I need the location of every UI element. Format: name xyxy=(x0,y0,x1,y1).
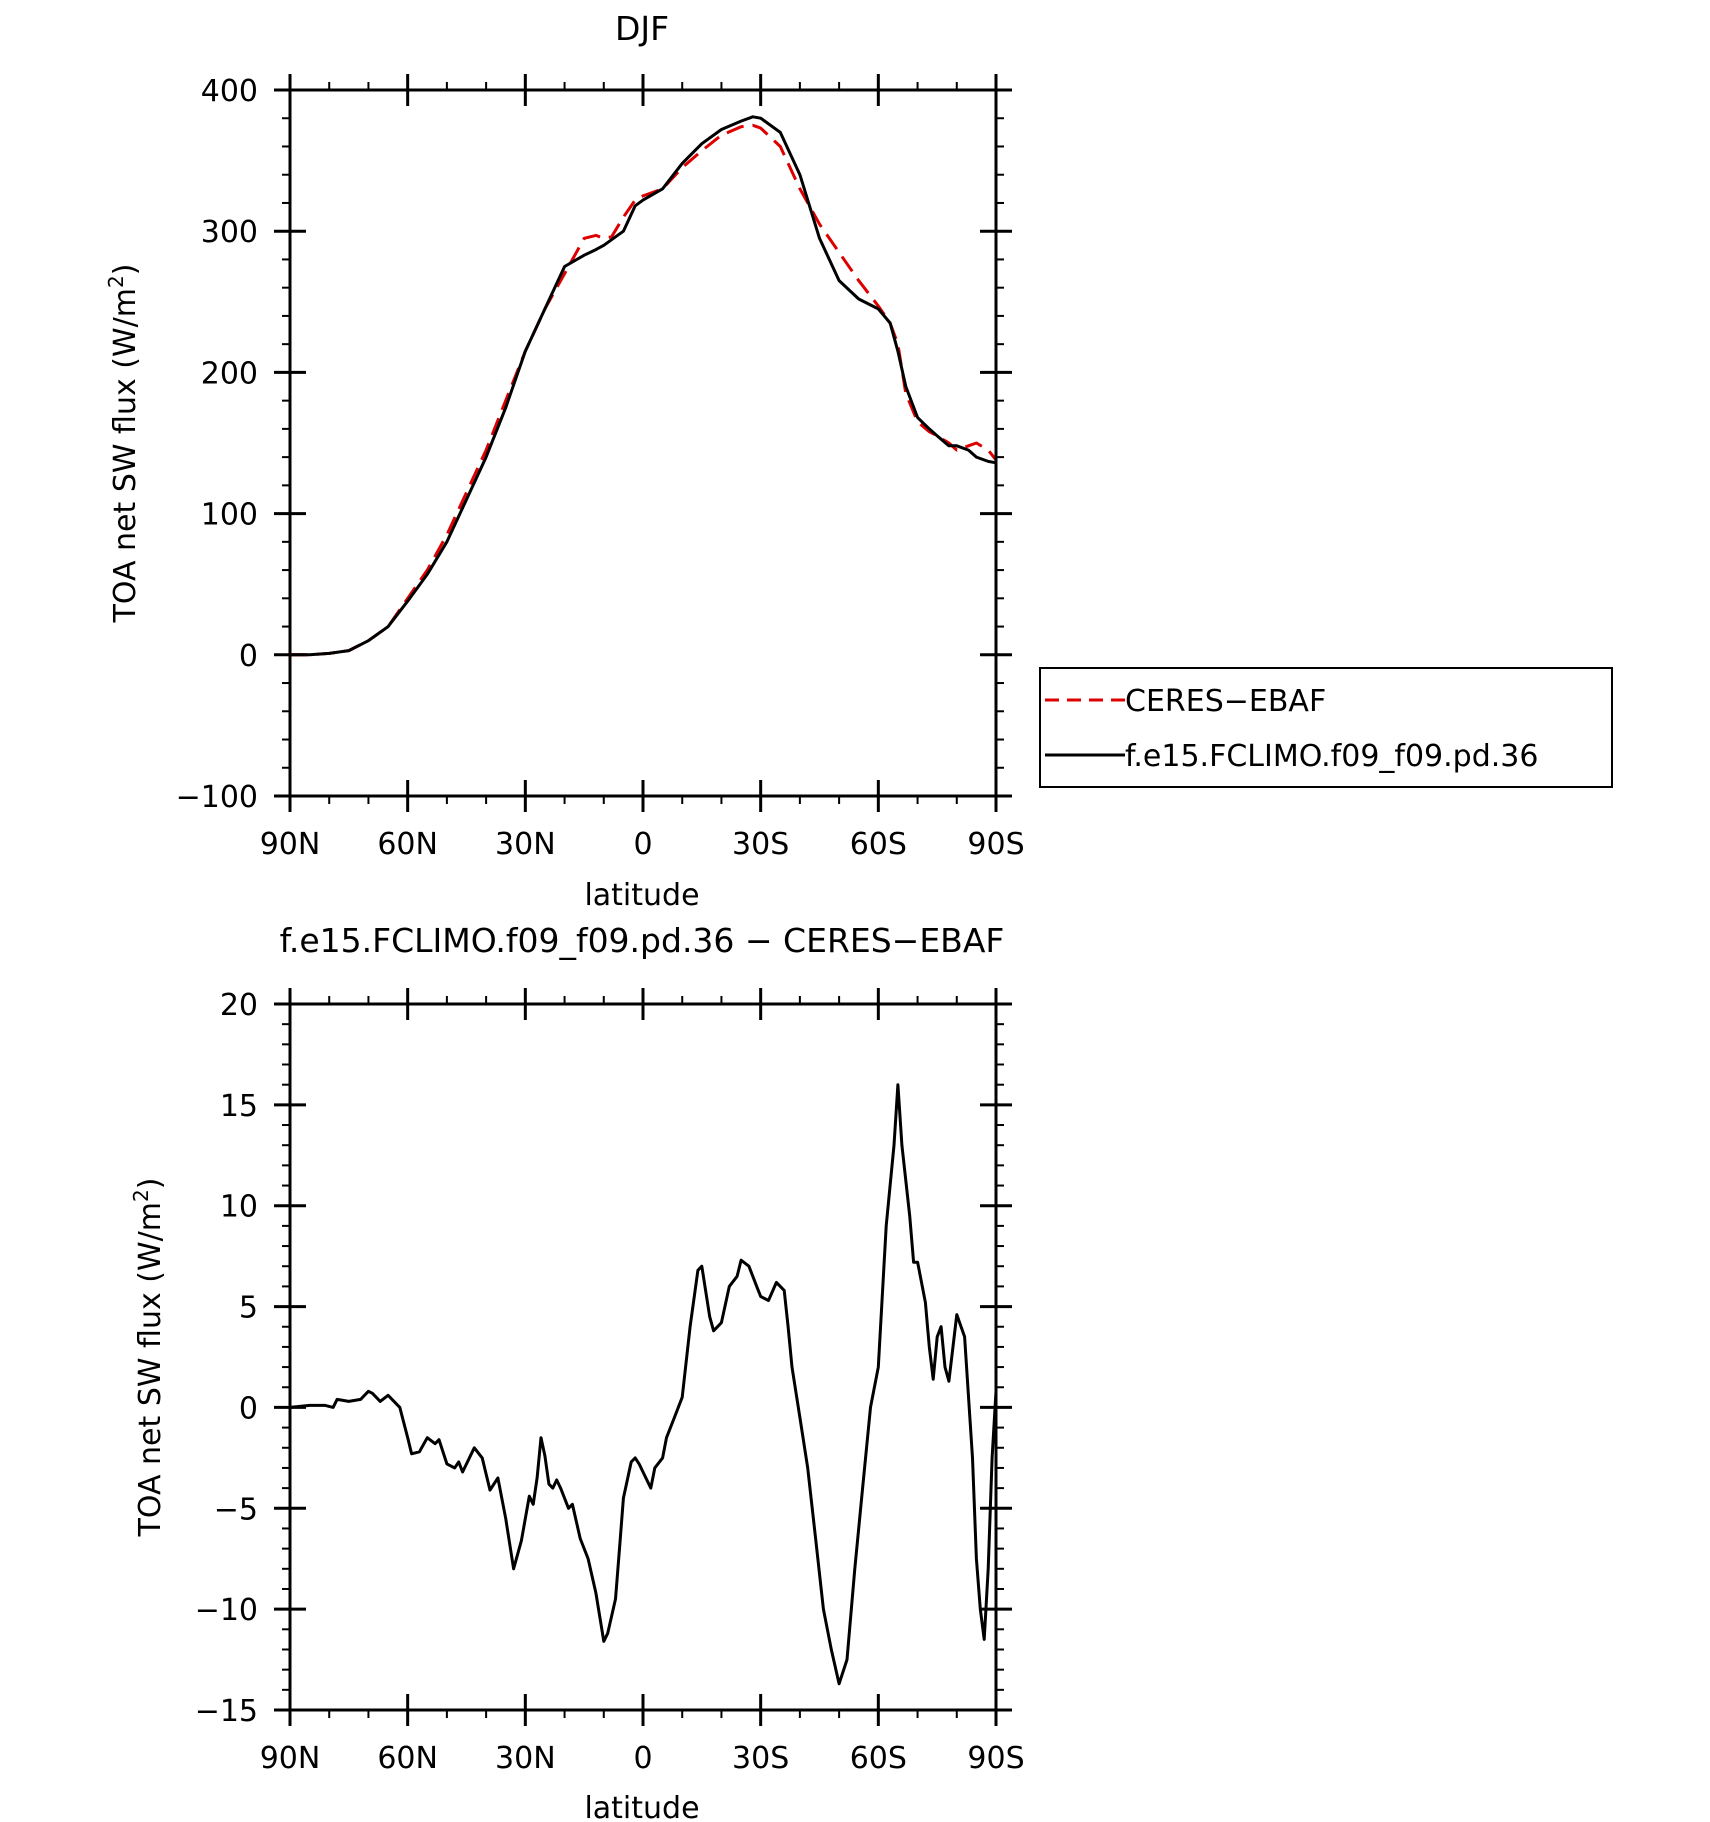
series-layer-top xyxy=(290,115,998,657)
series-line-top-1 xyxy=(290,115,997,657)
y-tick-label-bottom-4: 5 xyxy=(239,1291,258,1326)
series-line-top-0 xyxy=(290,123,998,657)
y-tick-label-top-1: 0 xyxy=(239,639,258,674)
x-tick-label-top-4: 30S xyxy=(732,827,789,862)
x-tick-label-top-5: 60S xyxy=(850,827,907,862)
y-tick-label-bottom-7: 20 xyxy=(220,988,258,1023)
y-tick-label-top-5: 400 xyxy=(201,74,258,109)
x-tick-label-bottom-4: 30S xyxy=(732,1741,789,1776)
ticks-bottom xyxy=(274,988,1012,1726)
y-axis-label-top-main: TOA net SW flux (W/m xyxy=(108,288,143,623)
panel-bottom-difference: f.e15.FCLIMO.f09_f09.pd.36 − CERES−EBAF … xyxy=(129,921,1025,1822)
series-layer-bottom xyxy=(289,1083,998,1686)
legend-label-ceres: CERES−EBAF xyxy=(1125,684,1326,719)
legend-box xyxy=(1039,667,1613,788)
plot-frame-bottom xyxy=(288,1002,998,1712)
y-axis-label-top-end: ) xyxy=(108,264,143,276)
ticks-top xyxy=(274,74,1012,812)
y-axis-label-top: TOA net SW flux (W/m2) xyxy=(104,264,143,624)
x-tick-label-top-0: 90N xyxy=(260,827,321,862)
y-axis-label-bottom-main: TOA net SW flux (W/m xyxy=(133,1202,168,1537)
y-tick-label-top-4: 300 xyxy=(201,215,258,250)
y-axis-label-bottom-sup: 2 xyxy=(129,1189,153,1202)
x-tick-label-top-2: 30N xyxy=(495,827,556,862)
chart-title-bottom: f.e15.FCLIMO.f09_f09.pd.36 − CERES−EBAF xyxy=(280,921,1005,960)
x-tick-label-bottom-6: 90S xyxy=(967,1741,1024,1776)
x-tick-labels-bottom: 90N 60N 30N 0 30S 60S 90S xyxy=(260,1741,1025,1776)
x-axis-label-top: latitude xyxy=(584,878,699,913)
legend-label-model: f.e15.FCLIMO.f09_f09.pd.36 xyxy=(1125,739,1538,774)
series-line-bottom-0 xyxy=(289,1083,998,1686)
y-tick-label-bottom-5: 10 xyxy=(220,1190,258,1225)
y-tick-label-top-3: 200 xyxy=(201,356,258,391)
y-tick-label-top-2: 100 xyxy=(201,498,258,533)
x-tick-label-bottom-5: 60S xyxy=(850,1741,907,1776)
x-axis-label-bottom: latitude xyxy=(584,1791,699,1822)
y-tick-label-bottom-6: 15 xyxy=(220,1089,258,1124)
y-tick-labels-top: −100 0 100 200 300 400 xyxy=(176,74,258,815)
y-axis-label-bottom: TOA net SW flux (W/m2) xyxy=(129,1178,168,1538)
y-axis-label-top-sup: 2 xyxy=(104,275,128,288)
y-tick-label-bottom-1: −10 xyxy=(195,1593,258,1628)
x-tick-label-bottom-3: 0 xyxy=(633,1741,652,1776)
y-axis-label-bottom-end: ) xyxy=(133,1178,168,1190)
x-tick-label-top-6: 90S xyxy=(967,827,1024,862)
y-tick-label-bottom-0: −15 xyxy=(195,1694,258,1729)
y-tick-label-bottom-3: 0 xyxy=(239,1391,258,1426)
y-tick-label-bottom-2: −5 xyxy=(214,1492,258,1527)
legend: CERES−EBAF f.e15.FCLIMO.f09_f09.pd.36 xyxy=(1039,667,1613,788)
plot-frame-top xyxy=(288,88,998,798)
x-tick-label-top-3: 0 xyxy=(633,827,652,862)
chart-title-top: DJF xyxy=(615,9,669,48)
x-tick-label-bottom-1: 60N xyxy=(377,1741,438,1776)
x-tick-label-top-1: 60N xyxy=(377,827,438,862)
x-tick-labels-top: 90N 60N 30N 0 30S 60S 90S xyxy=(260,827,1025,862)
x-tick-label-bottom-0: 90N xyxy=(260,1741,321,1776)
y-tick-label-top-0: −100 xyxy=(176,780,258,815)
x-tick-label-bottom-2: 30N xyxy=(495,1741,556,1776)
y-tick-labels-bottom: −15 −10 −5 0 5 10 15 20 xyxy=(195,988,258,1729)
